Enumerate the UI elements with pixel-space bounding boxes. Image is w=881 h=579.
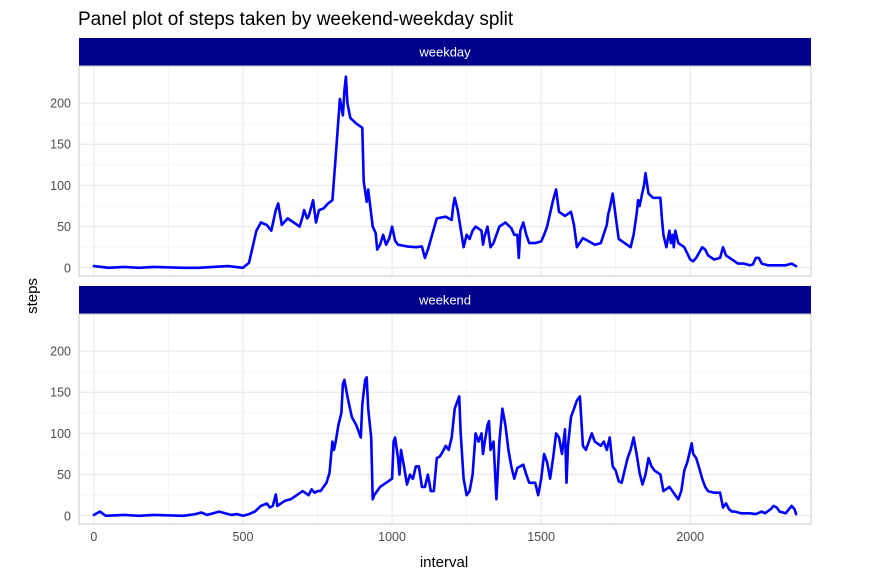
strip-label-weekend: weekend (418, 293, 471, 308)
series-line-weekend (92, 376, 798, 518)
series-line-weekday (92, 75, 798, 270)
x-tick-label: 1000 (378, 530, 406, 544)
y-tick-label: 150 (50, 138, 71, 152)
y-axis-title: steps (24, 278, 41, 314)
panel-border-weekend (78, 313, 812, 525)
x-tick-label: 1500 (527, 530, 555, 544)
panel-weekday: weekday 0 50 100 150 200 (50, 38, 812, 277)
x-tick-label: 0 (90, 530, 97, 544)
strip-label-weekday: weekday (418, 45, 471, 60)
chart-title: Panel plot of steps taken by weekend-wee… (78, 9, 514, 30)
x-axis-title: interval (420, 554, 468, 571)
y-tick-label: 50 (57, 468, 71, 482)
x-tick-labels: 0 500 1000 1500 2000 (90, 530, 704, 544)
y-tick-label: 0 (64, 261, 71, 275)
gridlines-weekday (79, 66, 811, 276)
x-tick-label: 500 (233, 530, 254, 544)
y-tick-label: 100 (50, 427, 71, 441)
x-tick-label: 2000 (676, 530, 704, 544)
y-tick-label: 200 (50, 97, 71, 111)
y-tick-label: 200 (50, 345, 71, 359)
y-tick-label: 0 (64, 509, 71, 523)
y-tick-label: 100 (50, 179, 71, 193)
strip-weekend (79, 286, 811, 314)
panel-weekend: weekend 0 50 100 150 200 (50, 286, 812, 525)
y-tick-label: 50 (57, 220, 71, 234)
gridlines-weekend (79, 314, 811, 524)
y-tick-labels-weekend: 0 50 100 150 200 (50, 345, 71, 524)
y-tick-label: 150 (50, 386, 71, 400)
panel-border-weekday (78, 65, 812, 277)
strip-weekday (79, 38, 811, 66)
y-tick-labels-weekday: 0 50 100 150 200 (50, 97, 71, 276)
